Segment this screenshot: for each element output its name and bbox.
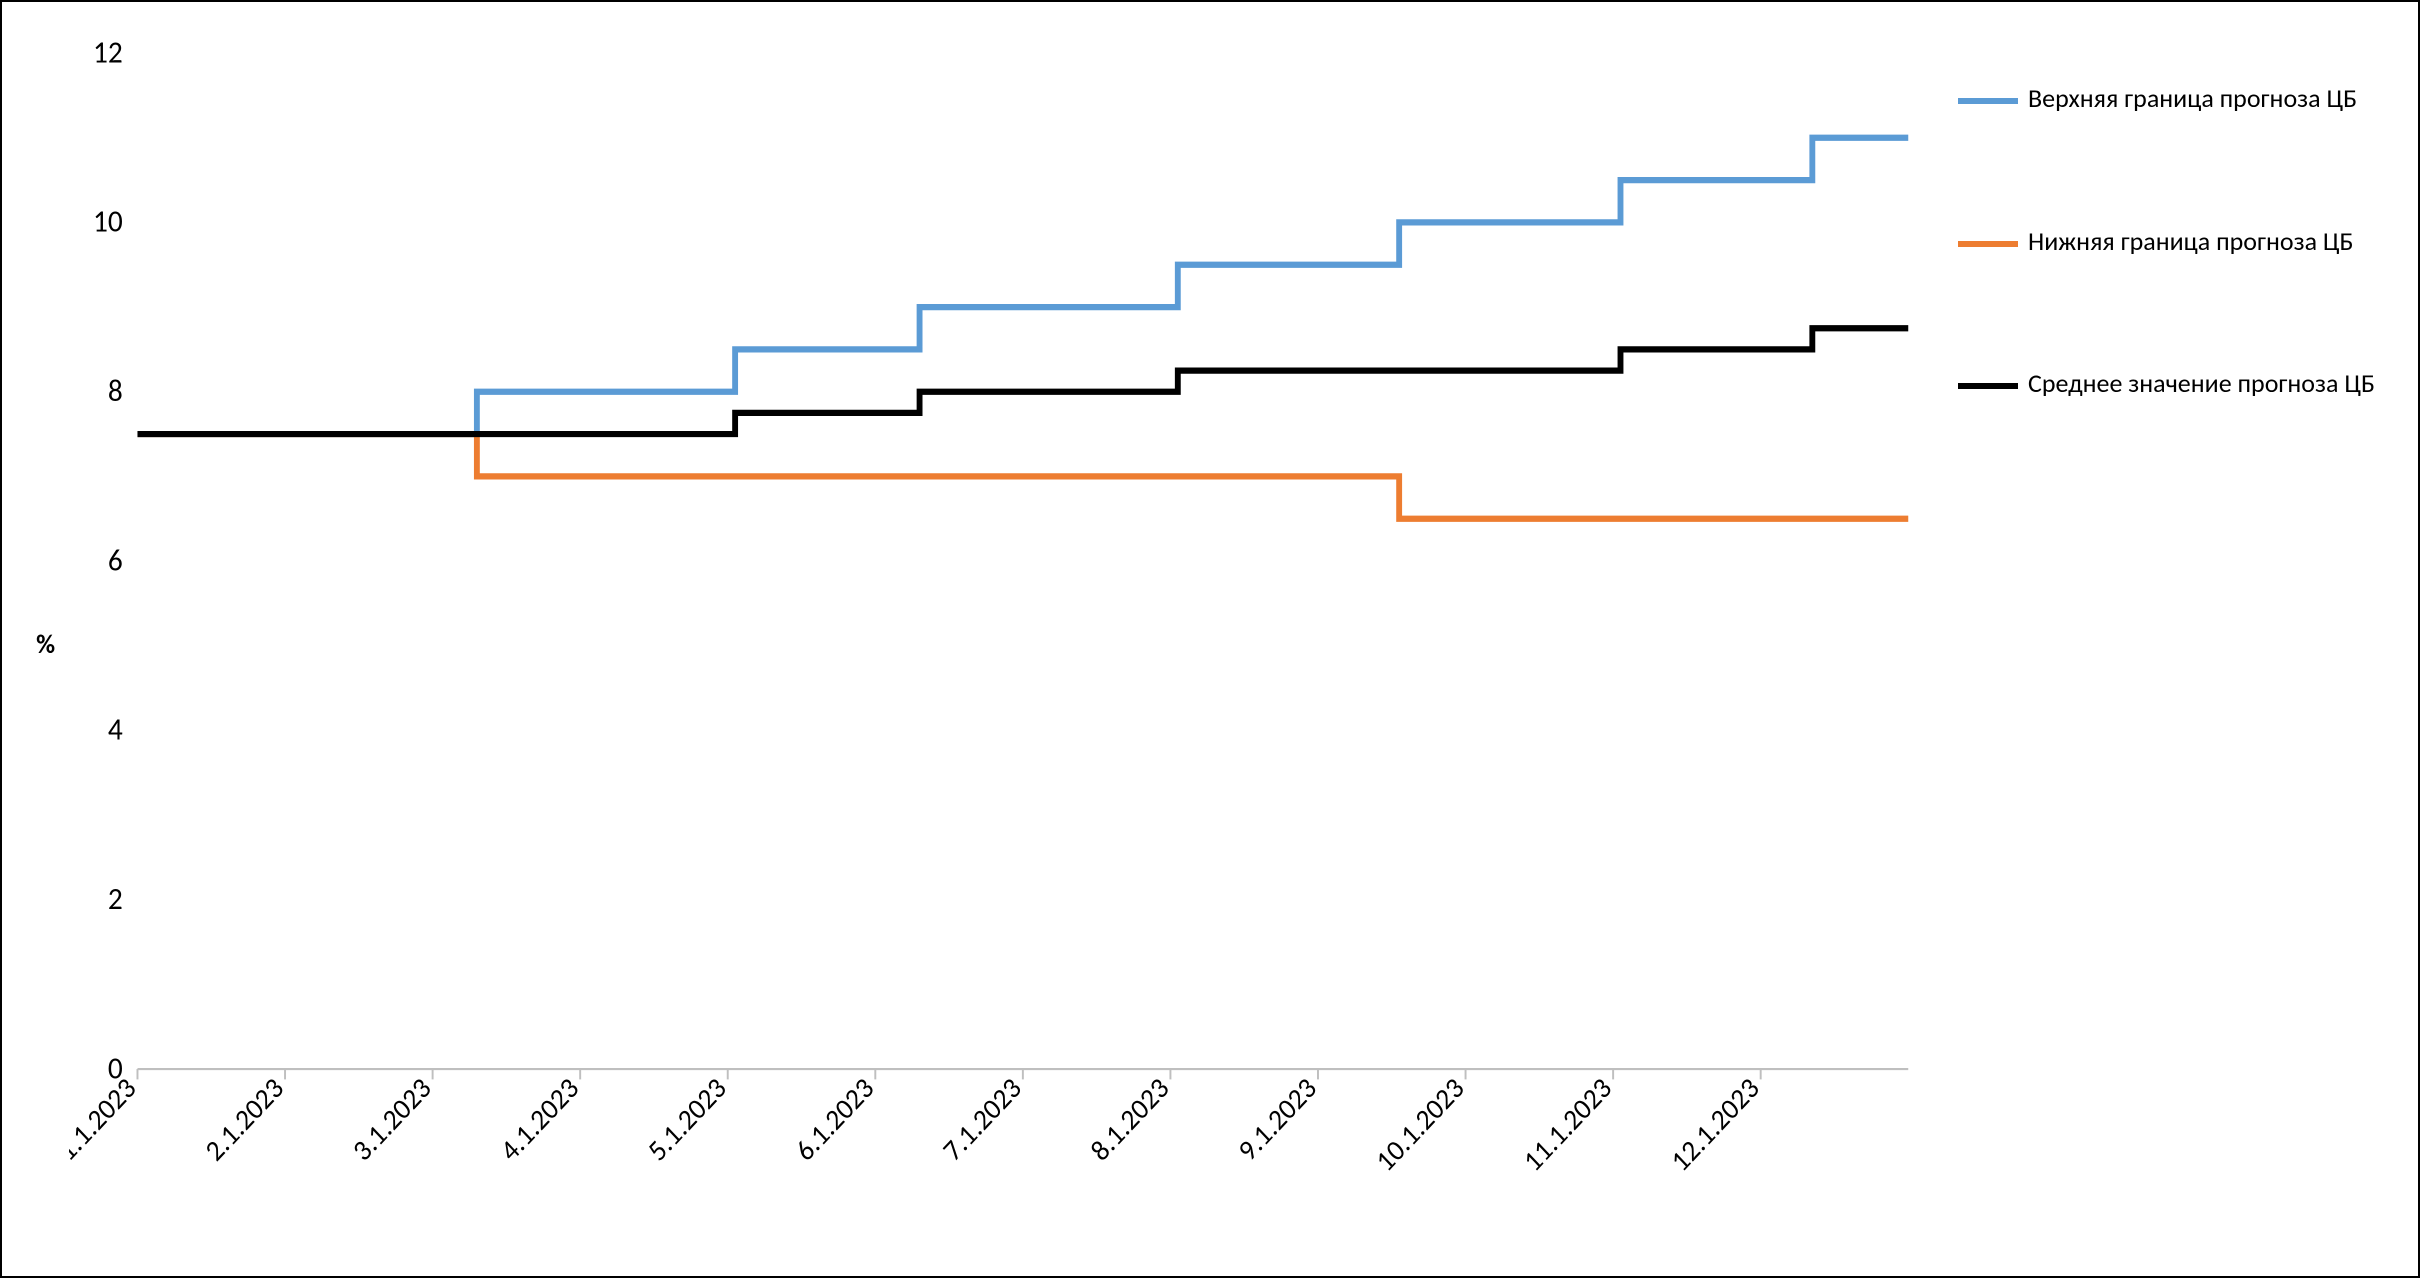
chart-frame: % 0246810121.1.20232.1.20233.1.20234.1.2…	[0, 0, 2420, 1278]
x-tick-label: 5.1.2023	[641, 1070, 734, 1168]
legend-item-lower: Нижняя граница прогноза ЦБ	[1958, 225, 2398, 258]
legend-swatch-lower	[1958, 241, 2018, 247]
x-tick-label: 11.1.2023	[1516, 1070, 1619, 1179]
y-tick-label: 4	[108, 711, 123, 749]
x-tick-label: 1.1.2023	[69, 1070, 143, 1168]
y-tick-label: 12	[93, 34, 123, 72]
plot-area: 0246810121.1.20232.1.20233.1.20234.1.202…	[69, 22, 1928, 1266]
legend: Верхняя граница прогноза ЦБ Нижняя грани…	[1928, 22, 2398, 1266]
legend-label-mean: Среднее значение прогноза ЦБ	[2028, 367, 2398, 400]
x-tick-label: 9.1.2023	[1231, 1070, 1324, 1168]
x-tick-label: 2.1.2023	[198, 1070, 291, 1168]
y-tick-label: 6	[108, 542, 123, 580]
x-tick-label: 3.1.2023	[346, 1070, 439, 1168]
legend-swatch-upper	[1958, 98, 2018, 104]
x-tick-label: 6.1.2023	[788, 1070, 881, 1168]
y-tick-label: 8	[108, 372, 123, 410]
legend-item-upper: Верхняя граница прогноза ЦБ	[1958, 82, 2398, 115]
x-tick-label: 4.1.2023	[493, 1070, 586, 1168]
plot-column: % 0246810121.1.20232.1.20233.1.20234.1.2…	[22, 22, 1928, 1266]
plot-svg: 0246810121.1.20232.1.20233.1.20234.1.202…	[69, 22, 1928, 1266]
series-lower	[138, 434, 1909, 519]
y-axis-title-container: %	[22, 22, 69, 1266]
x-tick-label: 12.1.2023	[1664, 1070, 1767, 1179]
y-axis-title: %	[36, 628, 55, 660]
x-tick-label: 7.1.2023	[936, 1070, 1029, 1168]
legend-item-mean: Среднее значение прогноза ЦБ	[1958, 367, 2398, 400]
y-tick-label: 10	[93, 203, 123, 241]
x-tick-label: 10.1.2023	[1369, 1070, 1472, 1179]
x-tick-label: 8.1.2023	[1083, 1070, 1176, 1168]
legend-label-upper: Верхняя граница прогноза ЦБ	[2028, 82, 2398, 115]
legend-label-lower: Нижняя граница прогноза ЦБ	[2028, 225, 2398, 258]
legend-swatch-mean	[1958, 383, 2018, 389]
y-tick-label: 2	[108, 880, 123, 918]
series-mean	[138, 328, 1909, 434]
